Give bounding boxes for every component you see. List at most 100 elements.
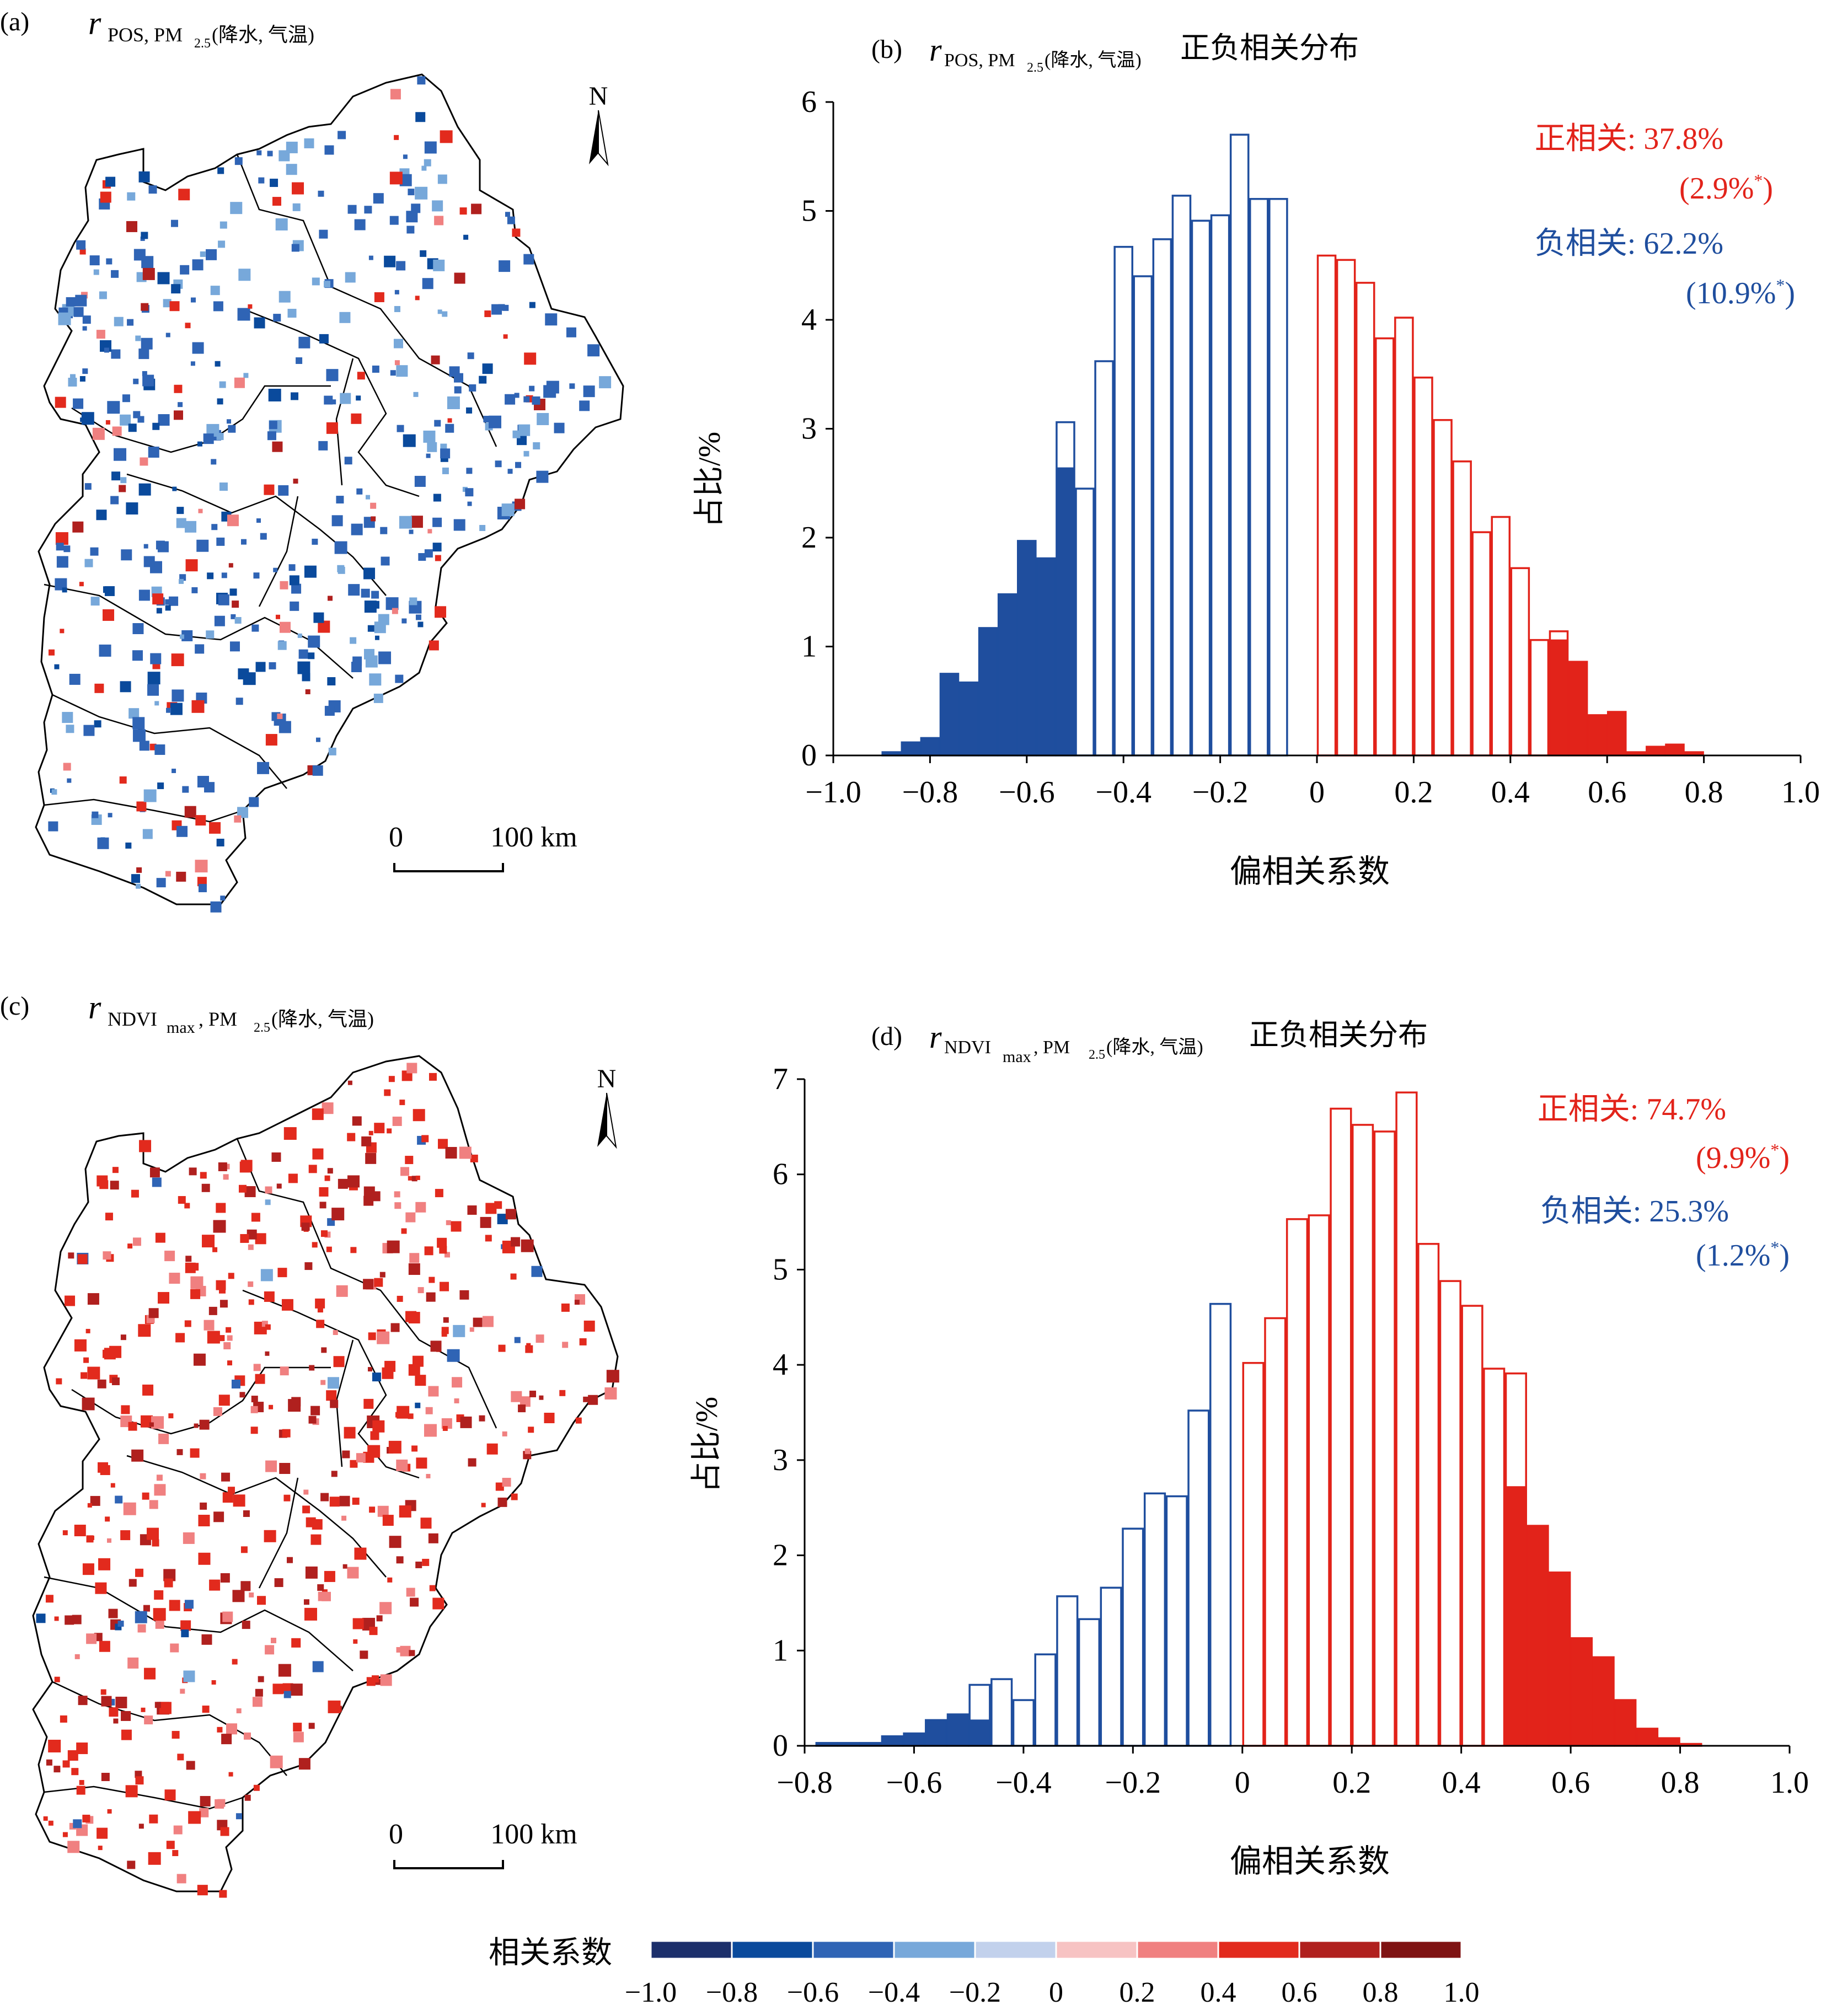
map-pixel xyxy=(276,1183,282,1189)
x-tick-label: 0.6 xyxy=(1588,775,1626,809)
histogram-bar xyxy=(1471,531,1491,757)
histogram-bar xyxy=(1308,1214,1330,1747)
map-pixel xyxy=(374,621,386,634)
map-pixel xyxy=(77,1254,88,1264)
map-pixel xyxy=(219,482,228,491)
histogram-bar-significant xyxy=(1017,540,1036,756)
map-pixel xyxy=(352,1497,360,1505)
map-pixel xyxy=(92,427,105,440)
map-pixel xyxy=(569,383,575,389)
map-pixel xyxy=(179,578,184,584)
map-pixel xyxy=(120,681,131,693)
histogram-bar xyxy=(1122,1527,1144,1747)
map-pixel xyxy=(399,1100,405,1106)
map-pixel xyxy=(376,1615,383,1622)
histogram-bar xyxy=(1374,337,1395,757)
map-pixel xyxy=(326,1246,332,1252)
y-tick-label: 4 xyxy=(773,1348,788,1382)
map-pixel xyxy=(220,1573,230,1583)
map-pixel xyxy=(322,1591,331,1601)
map-pixel xyxy=(71,1768,79,1776)
map-pixel xyxy=(606,1370,619,1383)
chart-d-bars xyxy=(815,1091,1702,1747)
map-pixel xyxy=(176,1449,183,1455)
map-pixel xyxy=(125,842,132,849)
map-pixel xyxy=(424,1424,437,1437)
map-pixel xyxy=(387,1577,393,1583)
map-pixel xyxy=(251,624,259,632)
map-pixel xyxy=(317,1307,323,1313)
histogram-bar xyxy=(1187,1409,1210,1747)
map-pixel xyxy=(190,1448,200,1458)
map-pixel xyxy=(272,1683,283,1695)
histogram-bar xyxy=(990,1678,1013,1747)
map-pixel xyxy=(499,260,511,272)
map-pixel xyxy=(149,1422,154,1427)
map-pixel xyxy=(66,297,76,307)
map-pixel xyxy=(288,1173,298,1183)
x-tick-label: 0.2 xyxy=(1332,1766,1371,1800)
map-pixel xyxy=(231,1380,240,1389)
map-c-boundary xyxy=(32,1055,619,1892)
map-pixel xyxy=(127,1860,136,1869)
map-pixel xyxy=(424,159,431,167)
map-pixel xyxy=(292,203,301,211)
histogram-bar xyxy=(1012,1699,1035,1747)
x-tick-label: 0.8 xyxy=(1685,775,1723,809)
map-pixel xyxy=(435,1189,443,1198)
map-pixel xyxy=(114,317,124,326)
map-pixel xyxy=(333,1356,345,1368)
map-pixel xyxy=(206,630,215,639)
chart-b-title-sub: POS, PM xyxy=(944,50,1015,71)
map-pixel xyxy=(297,633,302,638)
map-pixel xyxy=(203,1320,215,1331)
legend-swatch xyxy=(812,1940,895,1960)
map-pixel xyxy=(315,1298,325,1309)
histogram-d: (d) r NDVI max , PM 2.5 (降水, 气温) 正负相关分布 … xyxy=(690,1018,1809,1879)
map-pixel xyxy=(196,539,209,552)
histogram-bar-significant xyxy=(1056,467,1075,756)
chart-b-title-tail: 正负相关分布 xyxy=(1180,31,1359,65)
map-pixel xyxy=(237,807,249,818)
map-pixel xyxy=(251,1396,258,1403)
map-pixel xyxy=(380,527,388,534)
histogram-bar xyxy=(1373,1130,1396,1747)
map-pixel xyxy=(424,141,437,154)
map-pixel xyxy=(90,547,99,556)
x-tick-label: −1.0 xyxy=(805,775,861,809)
map-pixel xyxy=(460,1416,472,1428)
north-arrow-icon xyxy=(597,1093,607,1147)
map-pixel xyxy=(172,689,184,702)
map-pixel xyxy=(444,1252,450,1258)
map-pixel xyxy=(58,312,71,325)
map-pixel xyxy=(269,662,276,669)
map-pixel xyxy=(126,221,138,232)
legend-swatch xyxy=(974,1940,1057,1960)
map-pixel xyxy=(197,877,207,887)
map-pixel xyxy=(482,1316,494,1327)
histogram-bar xyxy=(1394,317,1414,757)
map-pixel xyxy=(110,1483,115,1488)
map-pixel xyxy=(264,1530,276,1542)
map-pixel xyxy=(103,609,115,621)
map-pixel xyxy=(442,1425,448,1431)
map-pixel xyxy=(347,1567,359,1579)
north-arrow-icon xyxy=(589,110,598,164)
map-pixel xyxy=(479,376,487,384)
map-pixel xyxy=(132,1237,141,1246)
map-pixel xyxy=(443,1317,449,1323)
map-pixel xyxy=(121,1405,130,1414)
map-pixel xyxy=(298,1758,310,1770)
map-pixel xyxy=(429,1073,437,1081)
map-pixel xyxy=(112,426,122,436)
histogram-bar xyxy=(1433,419,1453,757)
map-pixel xyxy=(338,131,346,140)
map-pixel xyxy=(68,1252,74,1259)
map-pixel xyxy=(172,486,177,491)
map-pixel xyxy=(489,415,502,428)
map-pixel xyxy=(89,1535,94,1540)
x-tick-label: 0.6 xyxy=(1551,1766,1590,1800)
map-pixel xyxy=(120,1334,126,1341)
map-pixel xyxy=(524,352,537,365)
map-pixel xyxy=(574,1300,580,1305)
